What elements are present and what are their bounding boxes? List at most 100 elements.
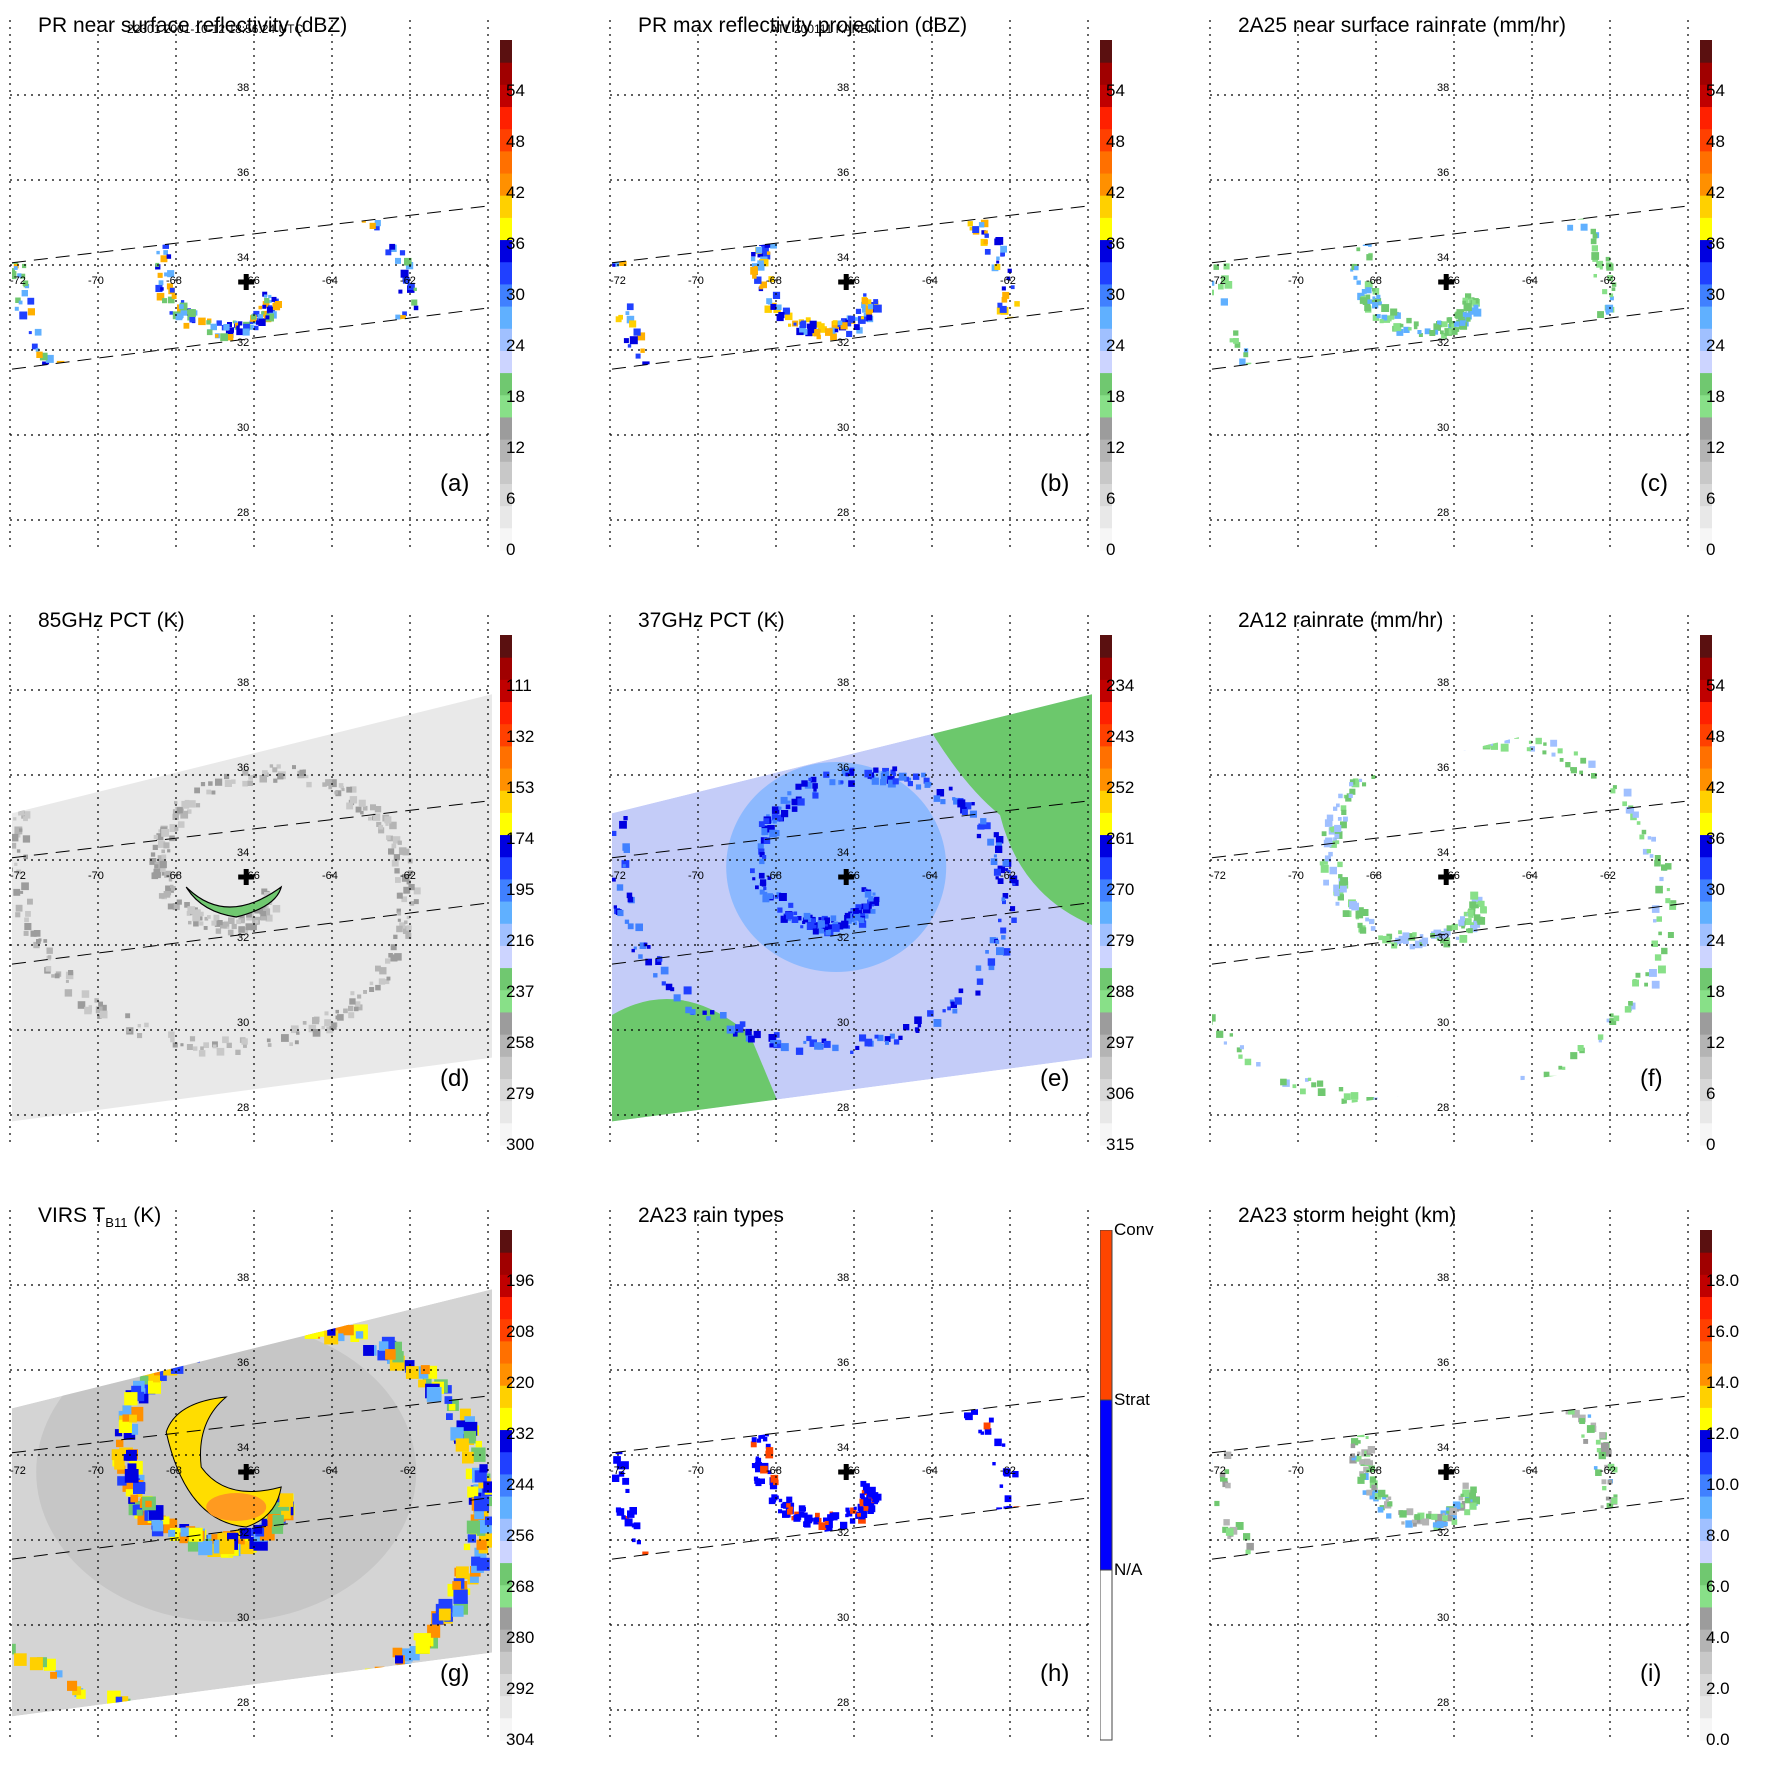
rain-cell [1287,413,1291,417]
rain-cell [1502,172,1507,177]
rain-cell [1324,855,1331,862]
colorbar-segment [1100,834,1112,858]
rain-cell [132,677,135,680]
rain-cell [933,795,941,802]
rain-cell [1594,341,1600,348]
rain-cell [1460,1493,1464,1497]
rain-cell [1613,1494,1618,1499]
rain-cell [348,1012,355,1019]
lon-tick-label: -70 [88,275,104,287]
rain-cell [55,144,59,148]
rain-cell [1257,381,1262,386]
colorbar-segment [1100,1011,1112,1035]
rain-cell [694,120,701,127]
lat-tick-label: 34 [837,1442,849,1454]
rain-cell [797,198,801,202]
colorbar-tick-label: 24 [1706,336,1725,355]
rain-cell [757,260,764,267]
rain-cell [246,911,252,918]
rain-cell [1376,1419,1382,1426]
rain-cell [245,923,253,931]
colorbar-segment [500,1496,512,1519]
rain-cell [253,1524,263,1534]
rain-cell [220,921,227,929]
rain-cell [863,903,869,910]
rain-cell [396,357,400,362]
rain-cell [989,937,996,944]
rain-cell [853,1506,857,1510]
rain-cell [1514,1085,1521,1092]
rain-cell [1633,979,1637,983]
rain-cell [1368,1405,1377,1414]
rain-cell [408,1648,420,1661]
lon-tick-label: -72 [1210,1465,1226,1477]
rain-cell [1212,1014,1216,1022]
rain-cell [967,221,973,227]
colorbar-segment [1700,834,1712,858]
rain-cell [448,1403,456,1411]
rain-cell [180,1043,184,1047]
colorbar-segment [500,723,512,747]
rain-cell [79,390,87,398]
rain-cell [1654,859,1661,867]
rain-cell [808,918,813,923]
rain-cell [633,781,638,786]
rain-cell [1236,1358,1242,1364]
rain-cell [1556,398,1561,403]
rain-cell [1598,1039,1602,1043]
colorbar-tick-label: 0 [506,540,516,559]
rain-cell [854,317,858,321]
rain-cell [808,777,812,782]
rain-cell [738,78,744,84]
rain-cell [776,892,782,897]
lon-tick-label: -70 [1288,1465,1304,1477]
rain-cell [153,1375,160,1383]
rain-cell [64,989,73,997]
rain-cell [645,181,648,184]
lat-tick-label: 28 [837,507,849,519]
rain-cell [409,901,415,906]
rain-cell [241,455,244,458]
rain-cell [169,824,178,832]
rain-cell [695,403,702,410]
rain-cell [812,448,819,455]
rain-cell [898,772,907,781]
rain-cell [1406,1105,1414,1114]
rain-cell [14,826,23,835]
rain-cell [89,1190,96,1191]
rain-cell [239,1712,248,1717]
rain-cell [469,1573,479,1583]
rain-cell [272,905,281,913]
rain-cell [690,404,697,411]
rain-cell [773,1415,779,1420]
rain-cell [1485,1087,1491,1094]
rain-cell [819,1643,823,1647]
rain-cell [734,1628,740,1634]
rain-cell [1476,1359,1484,1367]
rain-cell [680,407,684,411]
rain-cell [983,239,988,245]
lon-tick-label: -70 [688,275,704,287]
rain-cell [973,1400,980,1408]
rain-cell [616,1461,625,1470]
rain-cell [214,1331,226,1344]
panel-label: (i) [1640,1660,1662,1687]
rain-cell [1367,299,1372,304]
rain-cell [1517,181,1520,184]
rain-cell [1378,1489,1386,1498]
rain-cell [1605,1496,1610,1501]
colorbar-segment [1100,1034,1112,1057]
colorbar-segment [1100,1230,1113,1401]
rain-cell [327,1327,336,1336]
rain-cell [670,383,673,386]
rain-cell [1385,1498,1389,1502]
rain-cell [25,1228,39,1242]
lon-tick-label: -62 [1600,870,1616,882]
rain-cell [357,994,362,999]
rain-cell [198,317,206,326]
rain-cell [141,674,146,679]
colorbar-segment [1100,505,1112,529]
rain-cell [186,209,190,213]
rain-cell [1421,1098,1427,1103]
rain-cell [191,450,198,457]
